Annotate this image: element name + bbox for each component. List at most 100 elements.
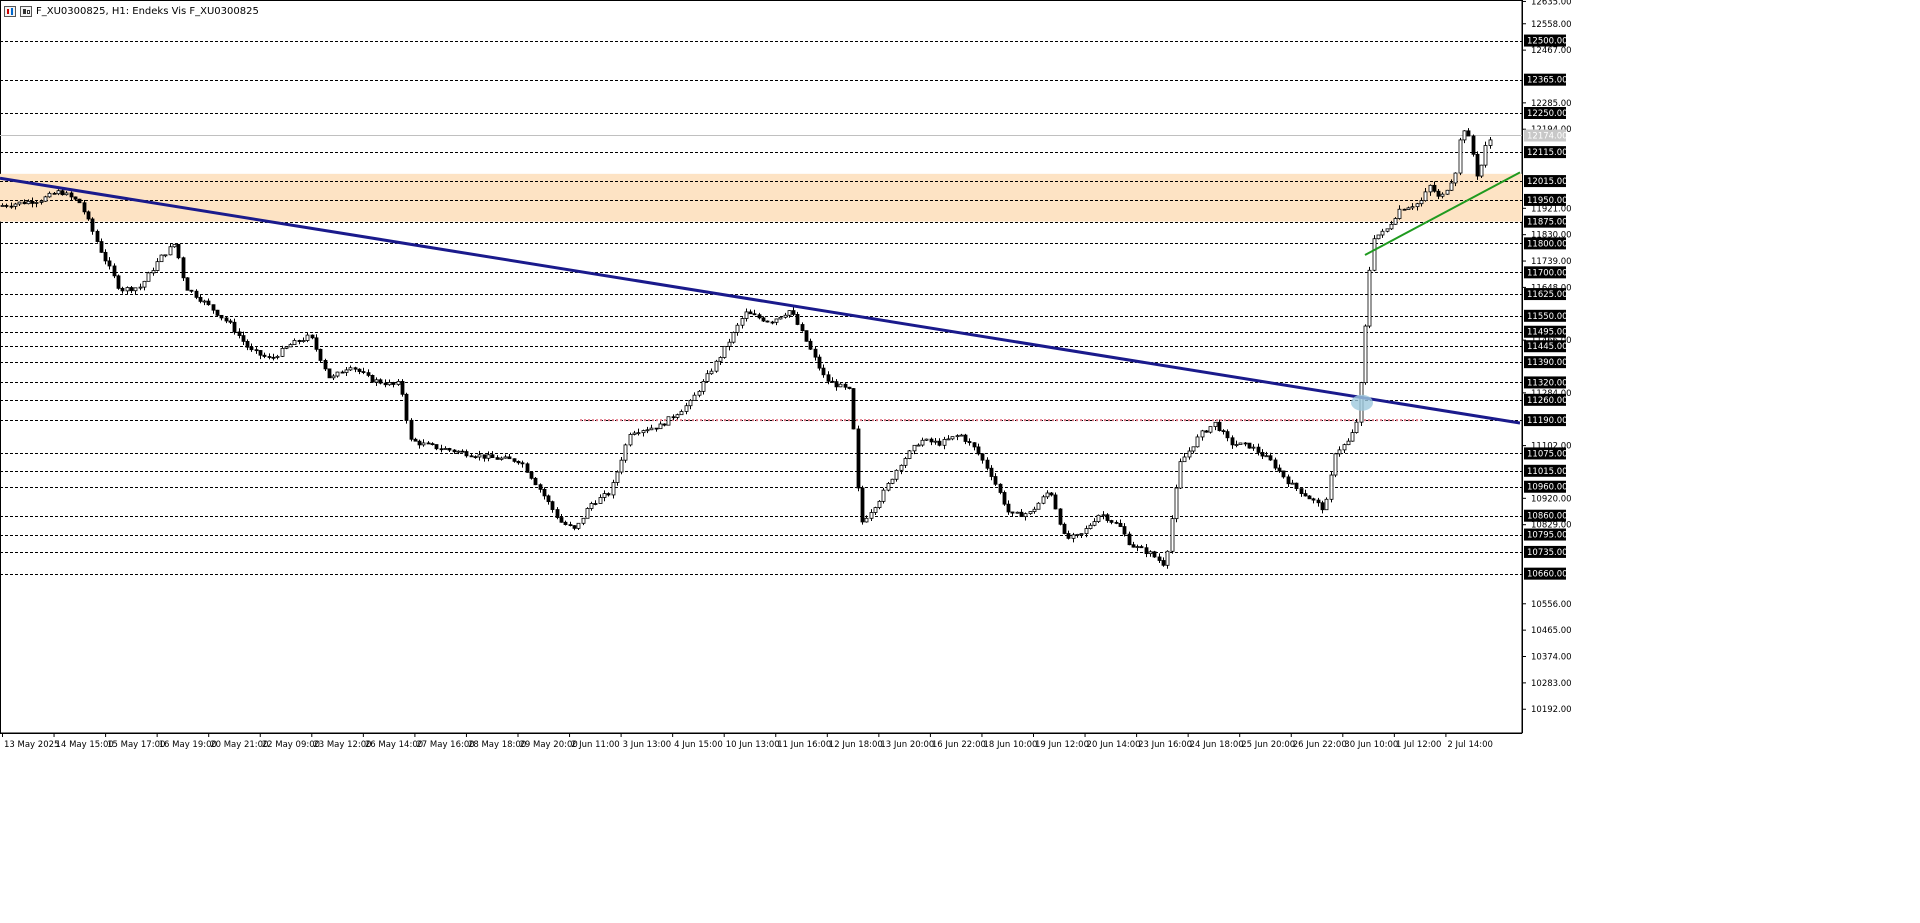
candle-body [1251, 446, 1256, 449]
candle-body [963, 434, 968, 442]
level-price-label: 11390.00 [1527, 358, 1568, 368]
candle-body [1363, 325, 1368, 384]
candle-body [47, 192, 52, 198]
candle-body [228, 320, 233, 323]
candle-body [808, 340, 813, 350]
price-tick-label: 11102.00 [1531, 442, 1572, 452]
candle-body [262, 354, 267, 357]
candle-body [1015, 511, 1020, 514]
candle-body [133, 287, 138, 292]
candle-body [1036, 502, 1041, 510]
candle-body [1225, 431, 1230, 439]
time-tick-label: 20 May 21:00 [210, 740, 268, 750]
level-price-label: 10735.00 [1527, 548, 1568, 558]
candle-body [1342, 444, 1347, 451]
candle-body [1247, 442, 1252, 449]
candle-body [482, 454, 487, 459]
candle-body [1075, 533, 1080, 536]
candle-body [1062, 523, 1067, 534]
candle-body [1380, 230, 1385, 236]
candle-body [1466, 130, 1471, 137]
candle-body [666, 416, 671, 426]
candle-body [1122, 526, 1127, 535]
candle-body [318, 348, 323, 361]
candle-body [305, 334, 310, 341]
candle-body [400, 381, 405, 395]
level-price-tag [1524, 266, 1566, 279]
level-price-tag [1524, 447, 1566, 460]
candle-body [929, 438, 934, 443]
time-tick-label: 25 Jun 20:00 [1241, 740, 1295, 750]
candle-body [366, 372, 371, 376]
candle-body [980, 453, 985, 461]
level-price-label: 11495.00 [1527, 328, 1568, 338]
candle-body [1127, 533, 1132, 546]
candle-body [1324, 498, 1329, 511]
candle-body [1230, 437, 1235, 446]
level-price-label: 11015.00 [1527, 467, 1568, 477]
time-tick-label: 30 Jun 10:00 [1344, 740, 1398, 750]
candle-body [1471, 135, 1476, 155]
candle-body [163, 254, 168, 257]
candle-body [1234, 444, 1239, 446]
candle-body [1428, 184, 1433, 193]
time-tick-label: 26 Jun 22:00 [1293, 740, 1347, 750]
candle-body [1204, 430, 1209, 433]
candle-body [95, 230, 100, 242]
candle-body [473, 456, 478, 459]
breakout-marker[interactable] [1351, 394, 1373, 411]
candle-body [1032, 508, 1037, 512]
candle-body [1393, 218, 1398, 225]
candle-body [456, 450, 461, 453]
candle-body [602, 493, 607, 498]
candle-body [34, 202, 39, 204]
level-price-label: 10795.00 [1527, 531, 1568, 541]
candle-body [559, 517, 564, 523]
descending-trendline[interactable] [0, 176, 1521, 425]
candle-body [181, 257, 186, 279]
current-price-tag [1524, 129, 1566, 142]
price-tick-label: 10465.00 [1531, 626, 1572, 636]
candle-body [314, 337, 319, 350]
price-tick-label: 10192.00 [1531, 705, 1572, 715]
ascending-trendline[interactable] [1364, 171, 1521, 256]
bar-chart-icon[interactable] [4, 5, 16, 17]
level-price-label: 10860.00 [1527, 512, 1568, 522]
candle-body [1006, 503, 1011, 513]
candle-body [297, 340, 302, 342]
time-tick-label: 1 Jul 12:00 [1396, 740, 1442, 750]
price-tick-label: 11830.00 [1531, 231, 1572, 241]
candle-body [1178, 461, 1183, 489]
candle-body [60, 190, 65, 196]
candle-body [275, 355, 280, 358]
candle-body [748, 311, 753, 315]
time-tick-label: 26 May 14:00 [365, 740, 423, 750]
time-tick-label: 19 Jun 12:00 [1035, 740, 1089, 750]
candle-body [989, 467, 994, 477]
candle-body [125, 287, 130, 292]
candle-body [662, 423, 667, 426]
level-price-tag [1524, 414, 1566, 427]
level-price-tag [1524, 215, 1566, 228]
price-tick-label: 12467.00 [1531, 46, 1572, 56]
candle-body [1200, 430, 1205, 438]
candle-body [1170, 518, 1175, 552]
candle-body [460, 450, 465, 453]
candle-body [778, 316, 783, 320]
candle-body [894, 469, 899, 480]
level-price-label: 11260.00 [1527, 396, 1568, 406]
chart-header: F_XU0300825, H1: Endeks Vis F_XU0300825 [4, 3, 259, 19]
candle-body [1268, 455, 1273, 461]
candle-body [1096, 514, 1101, 523]
candle-body [886, 482, 891, 491]
candle-body [1079, 533, 1084, 535]
time-tick-label: 14 May 15:00 [56, 740, 114, 750]
candle-body [1256, 446, 1261, 453]
candle-body [907, 450, 912, 459]
candle-body [718, 357, 723, 362]
candle-chart-icon[interactable] [20, 5, 32, 17]
candle-body [632, 432, 637, 435]
level-price-tag [1524, 309, 1566, 322]
